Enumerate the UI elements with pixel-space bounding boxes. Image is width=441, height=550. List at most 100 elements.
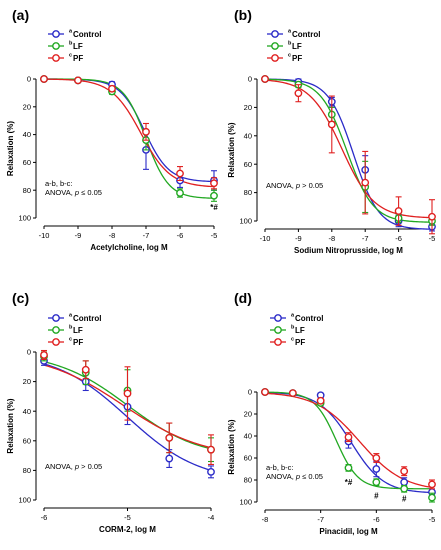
legend-label-control: Control — [73, 30, 101, 39]
data-point-pf — [108, 84, 116, 93]
y-tick-label: 20 — [23, 377, 31, 386]
legend-marker-lf — [52, 42, 60, 50]
y-tick-label: 100 — [239, 498, 252, 507]
data-point-control — [372, 465, 381, 473]
legend-label-lf: LF — [295, 326, 305, 335]
panel-letter: (d) — [234, 290, 252, 306]
data-point-control — [165, 454, 174, 463]
fit-curve-pf — [264, 79, 433, 219]
legend-superscript: c — [69, 53, 72, 59]
data-point-pf — [372, 454, 381, 462]
x-tick-label: -7 — [143, 231, 150, 240]
legend-marker-control — [274, 314, 282, 322]
fit-curve-lf — [44, 78, 215, 199]
legend-superscript: b — [288, 41, 292, 47]
legend-marker-pf — [52, 338, 60, 346]
data-point-pf — [81, 365, 90, 374]
legend-label-control: Control — [295, 314, 323, 323]
anova-note: ANOVA, p > 0.05 — [266, 181, 323, 190]
legend-marker-control — [52, 30, 60, 38]
data-point-pf — [40, 351, 48, 359]
data-point-pf — [344, 433, 353, 441]
y-tick-label: 60 — [23, 436, 31, 445]
anova-note: ANOVA, p ≤ 0.05 — [45, 188, 102, 197]
legend-superscript: a — [288, 29, 292, 35]
data-point-pf — [428, 480, 436, 489]
data-point-pf — [74, 76, 82, 85]
legend-superscript: b — [69, 41, 73, 47]
y-tick-label: 40 — [23, 130, 31, 139]
x-tick-label: -6 — [373, 515, 380, 524]
anova-note: a-b, b-c: — [45, 179, 73, 188]
x-tick-label: -9 — [75, 231, 82, 240]
x-axis-label: Pinacidil, log M — [319, 527, 378, 536]
x-axis-label: Acetylcholine, log M — [90, 243, 168, 252]
legend-superscript: a — [69, 313, 73, 319]
legend-marker-lf — [271, 42, 279, 50]
chart-panel-b: (b) 0 20 40 60 80 100 -10 -9 -8 -7 -6 -5 Sodium Nitro… — [227, 7, 436, 255]
x-tick-label: -4 — [208, 513, 215, 522]
legend-label-pf: PF — [73, 54, 83, 63]
data-point-pf — [400, 467, 409, 476]
legend-superscript: b — [291, 325, 295, 331]
data-point-pf — [316, 396, 325, 405]
data-point-pf — [261, 75, 269, 83]
data-point-pf — [288, 389, 297, 397]
chart-panel-a: (a) 0 20 40 60 80 100 -10 -9 -8 -7 -6 -5 Acetylcholin… — [6, 7, 218, 252]
legend-marker-pf — [274, 338, 282, 346]
anova-note: ANOVA, p ≤ 0.05 — [266, 472, 323, 481]
y-tick-label: 80 — [244, 188, 252, 197]
y-tick-label: 80 — [23, 466, 31, 475]
data-point-pf — [176, 169, 184, 178]
y-tick-label: 40 — [244, 131, 252, 140]
y-tick-label: 80 — [244, 476, 252, 485]
fit-curve-pf — [43, 78, 215, 188]
legend-marker-pf — [271, 54, 279, 62]
y-tick-label: 60 — [23, 158, 31, 167]
y-tick-label: 0 — [248, 75, 252, 84]
y-tick-label: 40 — [23, 407, 31, 416]
x-tick-label: -7 — [317, 515, 324, 524]
legend-label-lf: LF — [292, 42, 302, 51]
data-point-lf — [400, 484, 409, 493]
y-axis-label: Relaxation (%) — [6, 398, 15, 453]
legend-marker-lf — [274, 326, 282, 334]
legend-superscript: a — [69, 29, 73, 35]
chart-panel-c: (c) 0 20 40 60 80 100 -6 -5 -4 CORM-2, log M Relaxa… — [6, 290, 215, 534]
anova-note: ANOVA, p > 0.05 — [45, 462, 102, 471]
data-point-pf — [261, 388, 269, 396]
y-axis-label: Relaxation (%) — [227, 419, 236, 474]
y-tick-label: 20 — [244, 410, 252, 419]
data-point-pf — [142, 127, 150, 136]
x-tick-label: -10 — [260, 234, 271, 243]
legend-marker-lf — [52, 326, 60, 334]
legend-marker-control — [271, 30, 279, 38]
chart-panel-d: (d) 0 20 40 60 80 100 -8 -7 -6 -5 Pinacidil, log M R… — [227, 290, 436, 536]
x-axis-label: Sodium Nitroprusside, log M — [294, 246, 403, 255]
x-tick-label: -5 — [211, 231, 218, 240]
data-point-lf — [210, 191, 218, 200]
data-point-lf — [428, 493, 436, 502]
x-tick-label: -6 — [395, 234, 402, 243]
significance-marker: *# — [210, 203, 218, 212]
y-tick-label: 20 — [23, 102, 31, 111]
y-tick-label: 0 — [248, 388, 252, 397]
legend-superscript: b — [69, 325, 73, 331]
legend-label-control: Control — [292, 30, 320, 39]
x-tick-label: -8 — [262, 515, 269, 524]
x-tick-label: -5 — [124, 513, 131, 522]
panel-letter: (c) — [12, 290, 29, 306]
data-point-pf — [394, 207, 403, 215]
panel-letter: (b) — [234, 7, 252, 23]
x-tick-label: -7 — [362, 234, 369, 243]
x-tick-label: -9 — [295, 234, 302, 243]
x-tick-label: -6 — [177, 231, 184, 240]
legend-label-lf: LF — [73, 326, 83, 335]
y-tick-label: 100 — [18, 496, 31, 505]
y-tick-label: 0 — [27, 348, 31, 357]
data-point-pf — [207, 445, 215, 454]
y-tick-label: 80 — [23, 186, 31, 195]
data-point-pf — [210, 179, 218, 188]
fit-curve-lf — [264, 78, 433, 223]
data-point-pf — [361, 178, 370, 187]
